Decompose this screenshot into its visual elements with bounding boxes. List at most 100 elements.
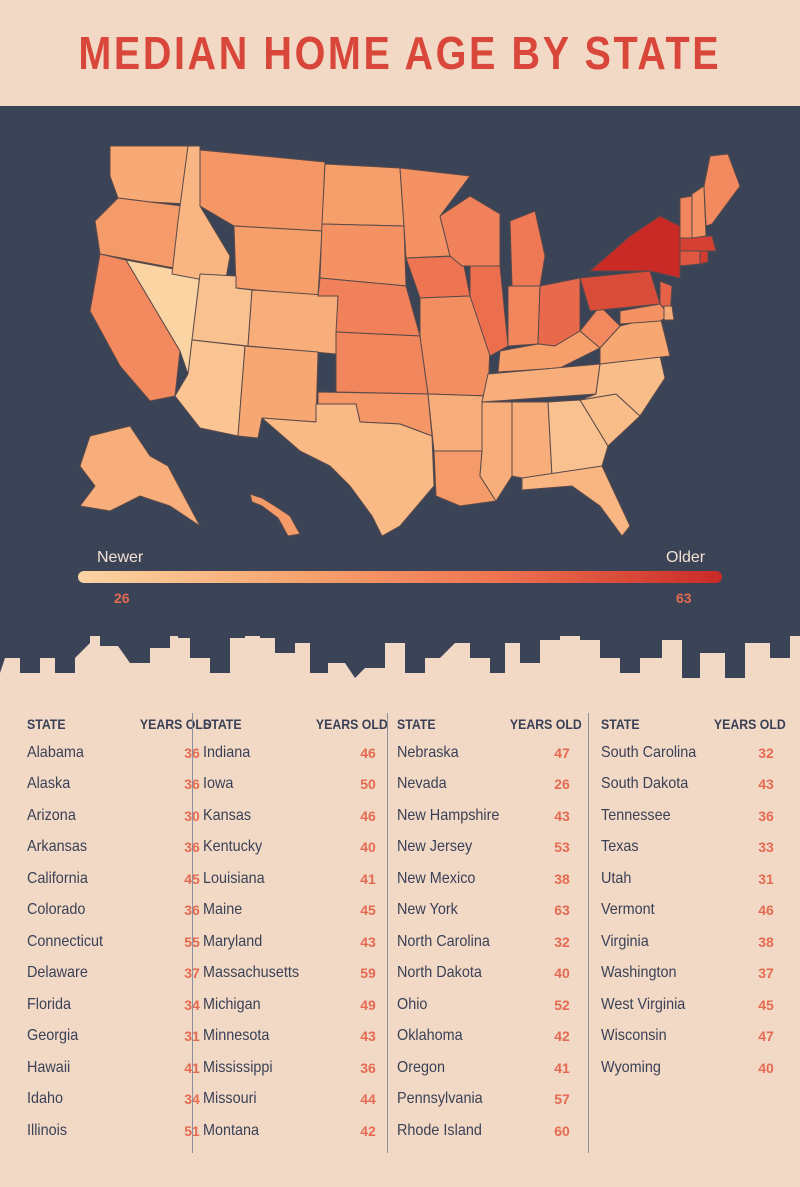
years-value: 36 [360,1059,376,1076]
table-row: Connecticut 55 [27,926,212,958]
years-value: 31 [172,1028,212,1044]
legend-min-value: 26 [114,590,130,606]
years-value: 44 [360,1091,376,1108]
table-row: Colorado 36 [27,895,212,927]
state-name: Illinois [27,1121,68,1139]
table-header: STATE YEARS OLD [601,711,786,737]
years-value: 34 [172,997,212,1013]
table-row: South Carolina 32 [601,737,786,769]
years-value: 40 [554,965,570,982]
table-row: Arkansas 36 [27,832,212,864]
table-row: Nebraska 47 [397,737,582,769]
years-value: 41 [172,1060,212,1076]
years-value: 32 [554,933,570,950]
state-name: Arizona [27,806,76,824]
years-value: 41 [554,1059,570,1076]
table-row: Maine 45 [203,895,388,927]
data-table: STATE YEARS OLD Alabama 36 Alaska 36 Arizo… [0,705,800,1175]
years-value: 46 [360,807,376,824]
state-name: Rhode Island [397,1121,482,1139]
table-row: Louisiana 41 [203,863,388,895]
state-name: Washington [601,964,677,982]
column-divider [588,713,589,1153]
table-row: Kentucky 40 [203,832,388,864]
state-texas [261,403,435,537]
state-delaware [663,305,675,321]
table-row: Hawaii 41 [27,1052,212,1084]
table-row: Massachusetts 59 [203,958,388,990]
state-name: Oregon [397,1058,446,1076]
state-alabama [511,401,553,479]
years-value: 38 [758,933,774,950]
skyline-silhouette [0,618,800,678]
state-west-virginia [579,305,621,349]
years-value: 43 [758,776,774,793]
state-name: Kansas [203,806,252,824]
state-name: Wyoming [601,1058,661,1076]
table-row: Georgia 31 [27,1021,212,1053]
header-years-old: YEARS OLD [139,716,212,732]
state-name: Missouri [203,1090,257,1108]
state-alaska [79,425,201,527]
years-value: 41 [360,870,376,887]
years-value: 40 [758,1059,774,1076]
state-name: New Jersey [397,838,473,856]
years-value: 55 [172,934,212,950]
table-row: Alaska 36 [27,769,212,801]
header-years-old: YEARS OLD [315,716,388,732]
state-name: Ohio [397,995,428,1013]
header-state: STATE [203,716,242,732]
state-maine [703,153,741,227]
years-value: 46 [758,902,774,919]
state-name: Oklahoma [397,1027,463,1045]
years-value: 51 [172,1123,212,1139]
state-name: New York [397,901,458,919]
state-name: Virginia [601,932,649,950]
years-value: 50 [360,776,376,793]
years-value: 47 [758,1028,774,1045]
state-vermont [679,195,693,239]
years-value: 46 [360,744,376,761]
state-name: Montana [203,1121,260,1139]
years-value: 37 [758,965,774,982]
table-row: Wisconsin 47 [601,1021,786,1053]
years-value: 59 [360,965,376,982]
state-north-dakota [321,163,405,227]
table-row: New York 63 [397,895,582,927]
table-column-3: STATE YEARS OLD Nebraska 47 Nevada 26 New … [397,711,582,1147]
years-value: 33 [758,839,774,856]
state-rhode-island [699,250,709,265]
state-name: Louisiana [203,869,265,887]
state-connecticut [679,250,701,267]
header-years-old: YEARS OLD [713,716,786,732]
table-row: Tennessee 36 [601,800,786,832]
years-value: 63 [554,902,570,919]
chart-title: MEDIAN HOME AGE BY STATE [78,27,722,79]
state-name: Nebraska [397,743,459,761]
state-south-dakota [319,223,407,287]
map-panel: Newer Older 26 63 [0,106,800,636]
state-name: West Virginia [601,995,686,1013]
state-pennsylvania [579,270,661,312]
table-header: STATE YEARS OLD [203,711,388,737]
years-value: 38 [554,870,570,887]
state-name: California [27,869,88,887]
years-value: 45 [758,996,774,1013]
state-name: South Dakota [601,775,689,793]
legend-older-label: Older [666,549,706,566]
table-row: Washington 37 [601,958,786,990]
state-georgia [547,399,609,477]
state-washington [109,145,191,205]
state-name: Utah [601,869,632,887]
years-value: 26 [554,776,570,793]
state-name: Pennsylvania [397,1090,483,1108]
header-state: STATE [601,716,640,732]
state-name: Mississippi [203,1058,273,1076]
state-name: Texas [601,838,639,856]
state-name: Hawaii [27,1058,71,1076]
state-name: Vermont [601,901,655,919]
state-name: Idaho [27,1090,64,1108]
table-row: North Dakota 40 [397,958,582,990]
state-illinois [469,265,509,357]
state-name: Indiana [203,743,251,761]
